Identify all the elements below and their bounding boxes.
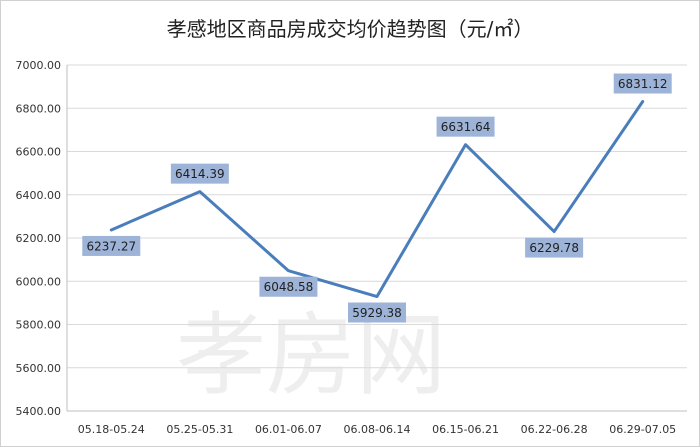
y-tick-label: 6000.00 xyxy=(16,275,62,288)
x-tick-label: 05.25-05.31 xyxy=(166,423,233,436)
data-label-box xyxy=(170,163,229,184)
x-tick-label: 06.08-06.14 xyxy=(344,423,411,436)
data-label-text: 6229.78 xyxy=(529,241,579,255)
data-label-box xyxy=(613,73,672,94)
data-label: 6229.78 xyxy=(525,237,584,258)
data-label: 6414.39 xyxy=(170,163,229,184)
x-tick-label: 06.29-07.05 xyxy=(609,423,676,436)
y-tick-label: 6600.00 xyxy=(16,146,62,159)
y-tick-label: 5600.00 xyxy=(16,362,62,375)
y-axis-ticks: 5400.00 5600.00 5800.00 6000.00 6200.00 6400.… xyxy=(16,59,62,418)
data-label-text: 6631.64 xyxy=(441,120,491,134)
y-tick-label: 5800.00 xyxy=(16,319,62,332)
data-labels: 6237.27 6414.39 6048.58 5929.38 6631.64 6229.… xyxy=(82,73,672,323)
data-label-box xyxy=(82,235,141,256)
series-line xyxy=(109,100,645,299)
data-label-text: 6237.27 xyxy=(86,239,136,253)
x-tick-label: 06.15-06.21 xyxy=(432,423,499,436)
y-tick-label: 6200.00 xyxy=(16,232,62,245)
data-label-box xyxy=(259,276,318,297)
data-label: 6631.64 xyxy=(436,116,495,137)
x-tick-label: 05.18-05.24 xyxy=(78,423,145,436)
y-tick-label: 5400.00 xyxy=(16,405,62,418)
data-label: 6237.27 xyxy=(82,235,141,256)
y-tick-label: 6400.00 xyxy=(16,189,62,202)
data-label: 6048.58 xyxy=(259,276,318,297)
data-label-text: 6048.58 xyxy=(264,280,314,294)
data-label-box xyxy=(348,302,406,323)
y-tick-label: 6800.00 xyxy=(16,102,62,115)
data-label-box xyxy=(436,116,495,137)
y-tick-label: 7000.00 xyxy=(16,59,62,72)
x-tick-label: 06.01-06.07 xyxy=(255,423,322,436)
x-tick-label: 06.22-06.28 xyxy=(521,423,588,436)
grid-lines xyxy=(67,64,687,369)
data-label: 6831.12 xyxy=(613,73,672,94)
axes xyxy=(66,65,687,412)
data-label-box xyxy=(525,237,584,258)
data-label-text: 5929.38 xyxy=(352,306,402,320)
x-axis-ticks: 05.18-05.24 05.25-05.31 06.01-06.07 06.08-0… xyxy=(78,423,676,436)
data-label: 5929.38 xyxy=(348,302,406,323)
series-layer xyxy=(109,100,645,299)
chart-title: 孝感地区商品房成交均价趋势图（元/㎡） xyxy=(166,17,534,41)
data-label-text: 6414.39 xyxy=(175,167,225,181)
data-label-text: 6831.12 xyxy=(618,77,668,91)
